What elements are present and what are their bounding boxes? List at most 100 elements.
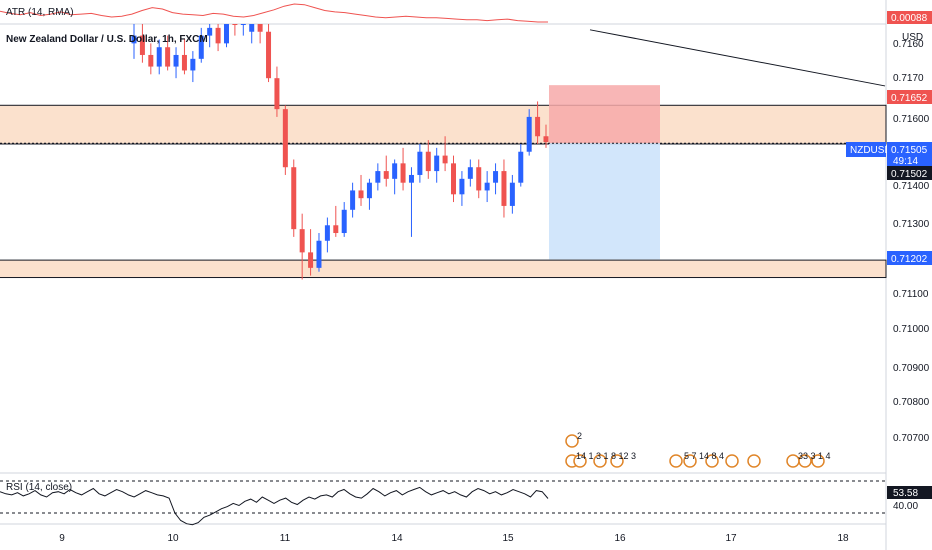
time-tick-label: 15 xyxy=(502,533,514,544)
candle-down[interactable] xyxy=(501,171,507,206)
event-group-1: 14 1 3 1 8 12 3 xyxy=(576,451,636,461)
event-group-2: 5 7 14 8 4 xyxy=(684,451,724,461)
current-price-text: 0.71505 xyxy=(891,145,928,156)
event-icon[interactable] xyxy=(683,454,697,468)
candle-up[interactable] xyxy=(518,151,524,183)
price-tick-label: 0.71600 xyxy=(893,114,930,125)
candle-up[interactable] xyxy=(190,58,196,71)
atr-value-badge xyxy=(887,11,932,24)
price-axis[interactable]: 0.7160 0.7170 0.71600 0.71400 0.71300 0.71100… xyxy=(893,39,930,444)
stop-price-badge xyxy=(887,251,932,265)
current-price-badge xyxy=(887,142,932,167)
price-tick-label: 0.71000 xyxy=(893,324,930,335)
position-target-zone[interactable] xyxy=(549,85,660,144)
candle-up[interactable] xyxy=(341,209,347,234)
event-icon[interactable] xyxy=(747,454,761,468)
candle-down[interactable] xyxy=(308,252,314,268)
candle-up[interactable] xyxy=(484,182,490,191)
candle-up[interactable] xyxy=(434,155,440,172)
candle-down[interactable] xyxy=(442,155,448,164)
price-tick-label: 0.71300 xyxy=(893,219,930,230)
candle-down[interactable] xyxy=(451,163,457,195)
entry-price-badge xyxy=(887,166,932,180)
target-price-text: 0.71652 xyxy=(891,93,928,104)
candle-up[interactable] xyxy=(198,35,204,59)
candle-down[interactable] xyxy=(543,136,549,143)
candle-down[interactable] xyxy=(232,24,238,25)
candle-down[interactable] xyxy=(333,225,339,234)
candle-down[interactable] xyxy=(165,47,171,67)
candle-down[interactable] xyxy=(400,163,406,183)
candle-up[interactable] xyxy=(240,24,246,25)
event-icon[interactable] xyxy=(811,454,825,468)
candle-up[interactable] xyxy=(493,171,499,183)
candle-up[interactable] xyxy=(408,174,414,183)
candle-down[interactable] xyxy=(535,116,541,137)
entry-price-text: 0.71502 xyxy=(891,169,928,180)
event-count-top: 2 xyxy=(577,431,582,441)
candle-up[interactable] xyxy=(459,178,465,195)
support-zone[interactable] xyxy=(0,259,887,279)
rsi-value-text: 53.58 xyxy=(893,488,918,499)
candle-down[interactable] xyxy=(257,24,263,32)
time-tick-label: 10 xyxy=(167,533,179,544)
time-axis[interactable]: 9 10 11 14 15 16 17 18 xyxy=(59,533,849,544)
event-icon[interactable] xyxy=(798,454,812,468)
price-tick-label: 0.7170 xyxy=(893,73,924,84)
price-tick-label: 0.70700 xyxy=(893,433,930,444)
rsi-value-badge xyxy=(887,486,932,499)
price-tick-label: 0.7160 xyxy=(893,39,924,50)
candle-up[interactable] xyxy=(375,171,381,183)
event-icon[interactable] xyxy=(669,454,683,468)
event-icon[interactable] xyxy=(725,454,739,468)
candle-down[interactable] xyxy=(181,54,187,71)
candle-up[interactable] xyxy=(324,225,330,241)
candle-down[interactable] xyxy=(383,171,389,179)
candle-down[interactable] xyxy=(291,167,297,230)
price-tick-label: 0.70800 xyxy=(893,397,930,408)
candle-up[interactable] xyxy=(316,240,322,268)
candle-up[interactable] xyxy=(417,151,423,175)
position-stop-zone[interactable] xyxy=(549,143,660,260)
trendline[interactable] xyxy=(589,29,886,87)
chart-title[interactable]: New Zealand Dollar / U.S. Dollar, 1h, FX… xyxy=(6,34,208,45)
candle-up[interactable] xyxy=(131,35,137,44)
time-tick-label: 9 xyxy=(59,533,65,544)
resistance-zone[interactable] xyxy=(0,104,887,145)
atr-value-text: 0.00088 xyxy=(891,13,928,24)
event-icon[interactable] xyxy=(593,454,607,468)
currency-label: USD xyxy=(902,32,923,43)
candle-up[interactable] xyxy=(366,182,372,199)
candle-down[interactable] xyxy=(266,31,272,79)
candle-up[interactable] xyxy=(392,163,398,179)
candle-up[interactable] xyxy=(467,167,473,179)
candle-down[interactable] xyxy=(358,190,364,199)
candle-down[interactable] xyxy=(148,54,154,67)
candle-down[interactable] xyxy=(215,27,221,44)
event-icon[interactable] xyxy=(573,454,587,468)
candle-up[interactable] xyxy=(249,24,255,32)
candle-down[interactable] xyxy=(299,229,305,253)
rsi-legend[interactable]: RSI (14, close) xyxy=(6,482,72,493)
candle-up[interactable] xyxy=(509,182,515,206)
candle-up[interactable] xyxy=(173,54,179,67)
economic-events[interactable]: 2 14 1 3 1 8 12 3 5 7 14 8 4 33 3 1 4 xyxy=(565,431,831,468)
candle-down[interactable] xyxy=(425,151,431,172)
atr-legend[interactable]: ATR (14, RMA) xyxy=(6,7,74,18)
time-tick-label: 18 xyxy=(837,533,849,544)
candle-down[interactable] xyxy=(282,109,288,168)
candle-up[interactable] xyxy=(526,116,532,152)
candle-down[interactable] xyxy=(139,35,145,55)
candle-up[interactable] xyxy=(156,47,162,67)
candle-up[interactable] xyxy=(207,27,213,36)
event-icon[interactable] xyxy=(565,434,579,448)
candle-down[interactable] xyxy=(274,78,280,110)
event-icon[interactable] xyxy=(705,454,719,468)
candle-up[interactable] xyxy=(350,190,356,210)
event-icon[interactable] xyxy=(610,454,624,468)
candle-down[interactable] xyxy=(476,167,482,191)
candle-up[interactable] xyxy=(223,24,229,44)
countdown-text: 49:14 xyxy=(893,156,918,167)
time-tick-label: 17 xyxy=(725,533,737,544)
